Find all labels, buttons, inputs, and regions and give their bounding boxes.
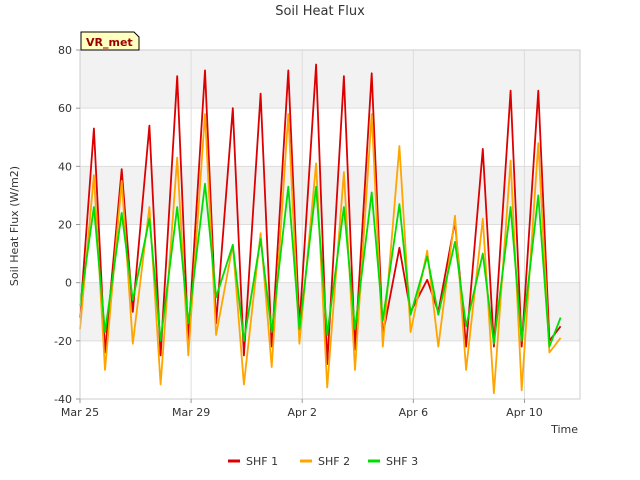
x-tick-label: Mar 29 [172, 406, 210, 419]
legend-label: SHF 1 [246, 455, 278, 468]
y-tick-label: 0 [65, 277, 72, 290]
series-line-shf-3 [79, 182, 562, 348]
legend-label: SHF 2 [318, 455, 350, 468]
legend-item: SHF 2 [300, 455, 350, 468]
y-tick-label: 80 [58, 44, 72, 57]
legend: SHF 1 SHF 2 SHF 3 [228, 455, 418, 468]
x-tick-label: Apr 10 [506, 406, 543, 419]
y-tick-label: 20 [58, 219, 72, 232]
badge-text: VR_met [86, 36, 133, 49]
y-tick-label: 60 [58, 102, 72, 115]
x-axis-label: Time [550, 423, 578, 436]
series-lines [79, 63, 562, 395]
plot-band [80, 108, 580, 167]
chart-title: Soil Heat Flux [275, 4, 365, 19]
series-line-shf-2 [79, 113, 562, 395]
plot-band [80, 50, 580, 109]
plot-band [80, 166, 580, 225]
legend-item: SHF 1 [228, 455, 278, 468]
x-axis-ticks: Mar 25 Mar 29 Apr 2 Apr 6 Apr 10 [61, 399, 543, 419]
legend-item: SHF 3 [368, 455, 418, 468]
y-tick-label: -40 [54, 393, 72, 406]
x-tick-label: Apr 6 [399, 406, 429, 419]
legend-label: SHF 3 [386, 455, 418, 468]
plot-band [80, 224, 580, 283]
y-axis-label: Soil Heat Flux (W/m2) [8, 166, 21, 286]
x-tick-label: Mar 25 [61, 406, 99, 419]
y-axis-ticks: -40 -20 0 20 40 60 80 [54, 44, 80, 406]
vr-met-badge: VR_met [80, 31, 140, 51]
y-tick-label: -20 [54, 335, 72, 348]
x-tick-label: Apr 2 [287, 406, 317, 419]
y-tick-label: 40 [58, 160, 72, 173]
